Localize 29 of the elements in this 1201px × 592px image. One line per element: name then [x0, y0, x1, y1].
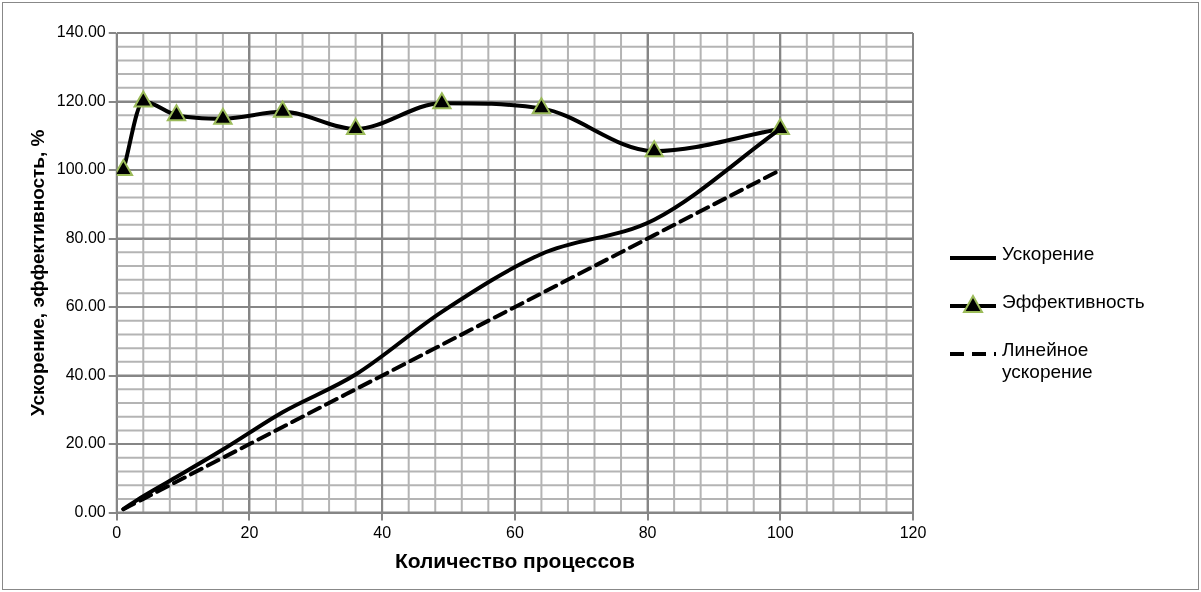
point	[345, 117, 366, 135]
y-tick-label: 60.00	[65, 297, 106, 315]
point	[272, 100, 293, 118]
y-tick-label: 120.00	[56, 91, 106, 109]
y-tick-label: 80.00	[65, 228, 106, 246]
y-tick-label: 40.00	[65, 365, 106, 383]
point	[116, 159, 134, 177]
legend-label: Ускорение	[1002, 243, 1095, 265]
y-tick-label: 0.00	[74, 503, 106, 521]
legend-label: Эффективность	[1002, 291, 1145, 313]
point	[531, 97, 552, 115]
x-tick-label: 100	[766, 523, 794, 541]
x-tick-label: 40	[373, 523, 392, 541]
x-tick-label: 60	[505, 523, 524, 541]
x-tick-label: 80	[638, 523, 657, 541]
point	[644, 140, 664, 158]
y-tick-label: 100.00	[56, 160, 106, 178]
x-axis-title: Количество процессов	[394, 549, 635, 573]
y-tick-label: 20.00	[65, 434, 106, 452]
y-axis-title: Ускорение, эффективность, %	[26, 129, 48, 417]
point	[432, 92, 452, 110]
point	[166, 104, 187, 122]
x-tick-label: 0	[112, 523, 122, 541]
x-tick-label: 20	[240, 523, 259, 541]
x-tick-label: 120	[899, 523, 927, 541]
point	[213, 107, 233, 125]
y-tick-label: 140.00	[56, 23, 106, 41]
point	[133, 90, 153, 108]
legend-label: Линейное ускорение	[1002, 339, 1094, 383]
